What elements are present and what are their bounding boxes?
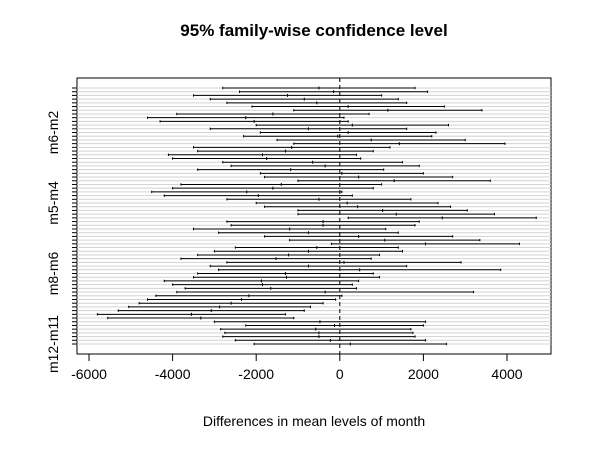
y-tick-label: m5-m4 xyxy=(45,181,61,225)
x-axis: -6000 -4000 -2000 0 2000 4000 xyxy=(71,353,523,382)
grid-lines xyxy=(77,87,551,345)
x-tick-label: -6000 xyxy=(71,366,107,382)
y-tick-label: m12-m11 xyxy=(45,315,61,373)
x-tick-label: 2000 xyxy=(408,366,439,382)
confidence-intervals xyxy=(96,86,537,346)
chart-title: 95% family-wise confidence level xyxy=(180,21,447,40)
x-tick-label: 4000 xyxy=(491,366,522,382)
y-tick-label: m8-m6 xyxy=(45,252,61,296)
y-tick-label: m6-m2 xyxy=(45,111,61,155)
x-tick-label: 0 xyxy=(336,366,344,382)
y-axis: m12-m11 m8-m6 m5-m4 m6-m2 xyxy=(45,87,77,373)
x-tick-label: -4000 xyxy=(155,366,191,382)
plot-frame xyxy=(76,77,552,355)
x-axis-label: Differences in mean levels of month xyxy=(203,413,425,429)
x-tick-label: -2000 xyxy=(238,366,274,382)
